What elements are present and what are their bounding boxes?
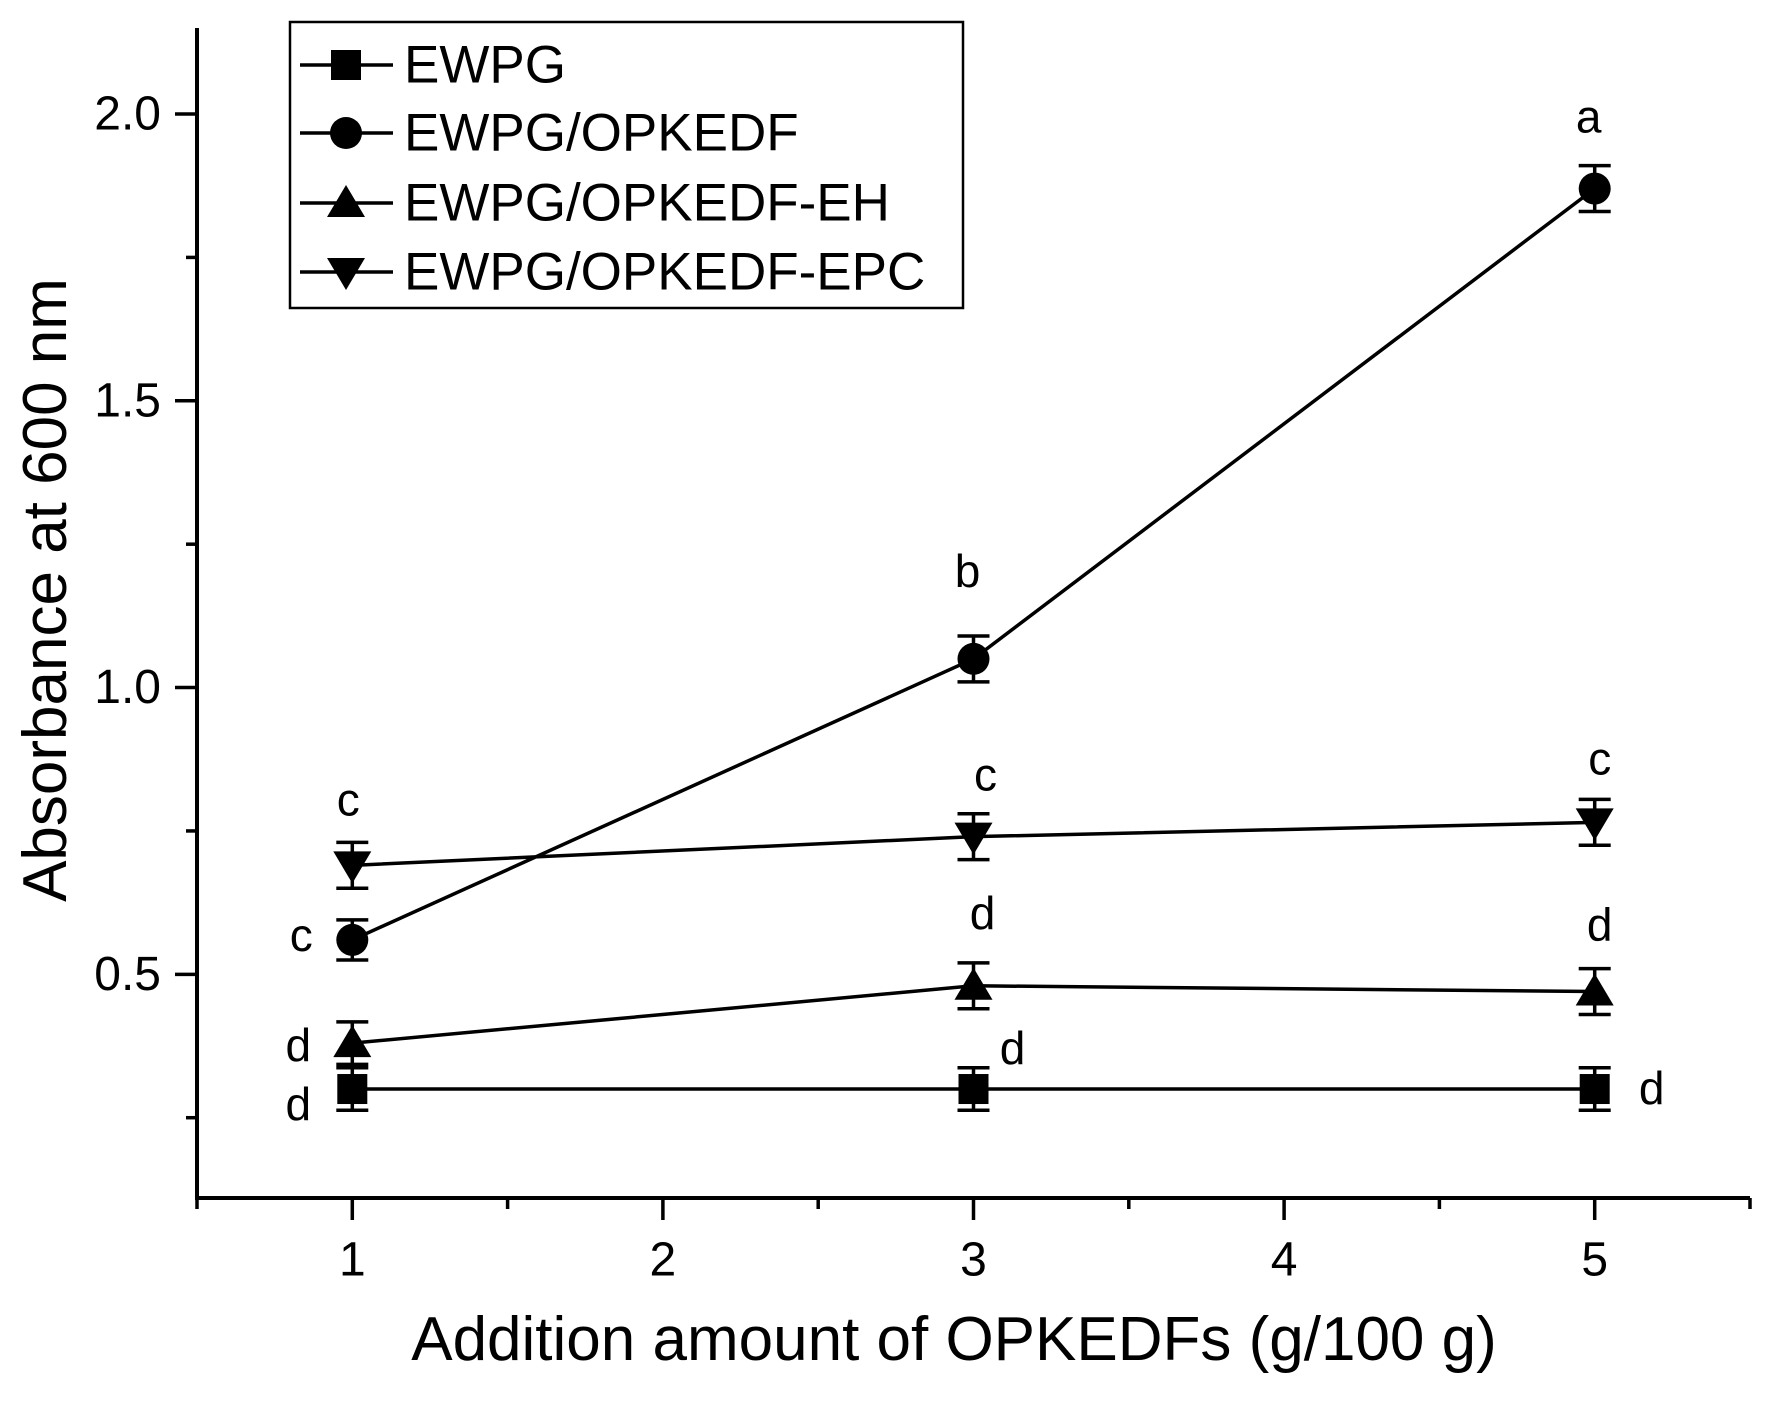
y-tick-label: 1.5	[94, 374, 161, 427]
data-marker-triangle-down	[1575, 808, 1614, 841]
series-ewpg	[336, 1066, 1611, 1112]
data-marker-square	[958, 1074, 989, 1105]
legend-label: EWPG/OPKEDF	[404, 104, 799, 163]
y-tick-label: 2.0	[94, 88, 161, 141]
data-marker-triangle-down	[954, 822, 993, 855]
x-tick-label: 2	[650, 1234, 677, 1287]
significance-letter: d	[970, 887, 996, 939]
data-marker-triangle-up	[333, 1025, 372, 1058]
significance-letter: d	[1639, 1062, 1665, 1114]
significance-letter: c	[1588, 732, 1611, 784]
legend-item	[300, 185, 393, 217]
significance-letter: c	[974, 749, 997, 801]
significance-letter: a	[1576, 91, 1602, 143]
legend-item	[300, 117, 393, 149]
data-marker-circle	[336, 923, 369, 956]
legend-item	[300, 258, 393, 290]
legend-marker-circle	[330, 117, 362, 149]
legend	[288, 20, 965, 310]
significance-letter: d	[286, 1019, 312, 1071]
data-marker-triangle-up	[954, 967, 993, 1000]
legend-marker-triangle-down	[327, 258, 365, 290]
series-ewpg-opkedf	[336, 163, 1611, 962]
data-marker-circle	[1578, 172, 1611, 205]
significance-letter: d	[1000, 1022, 1026, 1074]
significance-letter: c	[337, 773, 360, 825]
y-tick-label: 1.0	[94, 661, 161, 714]
series-ewpg-opkedf-eh	[333, 961, 1614, 1067]
significance-letter: c	[290, 909, 313, 961]
data-marker-triangle-down	[333, 851, 372, 884]
data-marker-triangle-up	[1575, 973, 1614, 1006]
data-marker-square	[337, 1074, 368, 1105]
legend-label: EWPG	[404, 36, 566, 95]
series-ewpg-opkedf-epc	[333, 797, 1614, 891]
legend-box	[288, 20, 965, 310]
y-tick-label: 0.5	[94, 948, 161, 1001]
significance-letter: d	[286, 1078, 312, 1130]
y-axis-title: Absorbance at 600 nm	[11, 278, 80, 902]
data-marker-square	[1579, 1074, 1610, 1105]
x-tick-label: 3	[960, 1234, 987, 1287]
x-tick-label: 5	[1581, 1234, 1608, 1287]
x-tick-label: 4	[1271, 1234, 1298, 1287]
significance-letter: b	[955, 545, 981, 597]
legend-item	[300, 50, 393, 80]
legend-marker-square	[331, 50, 361, 80]
x-axis-title: Addition amount of OPKEDFs (g/100 g)	[411, 1305, 1497, 1374]
significance-letter: d	[1587, 899, 1613, 951]
legend-marker-triangle-up	[327, 185, 365, 217]
axes	[175, 28, 1752, 1220]
legend-label: EWPG/OPKEDF-EPC	[404, 243, 925, 302]
legend-label: EWPG/OPKEDF-EH	[404, 174, 890, 233]
x-tick-label: 1	[339, 1234, 366, 1287]
data-marker-circle	[957, 642, 990, 675]
